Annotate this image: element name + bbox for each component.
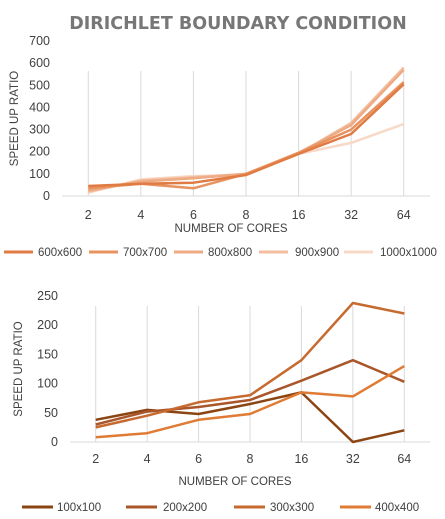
y-tick-label: 200 — [29, 145, 50, 159]
legend-label: 100x100 — [57, 502, 101, 514]
y-tick-label: 250 — [37, 289, 58, 303]
y-tick-label: 700 — [29, 34, 50, 48]
y-tick-label: 300 — [29, 123, 50, 137]
legend: 600x600 700x700 800x800 900x900 1000x1000 — [4, 247, 437, 259]
chart-1: DIRICHLET BOUNDARY CONDITION 0 100 200 300 40… — [4, 14, 437, 259]
chart-title: DIRICHLET BOUNDARY CONDITION — [69, 14, 406, 34]
x-tick-label: 4 — [137, 208, 144, 222]
legend: 100x100 200x200 300x300 400x400 — [22, 502, 419, 514]
series-line-400x400 — [95, 365, 405, 439]
legend-label: 800x800 — [208, 247, 252, 259]
series-line-100x100 — [95, 391, 405, 444]
x-axis-title: NUMBER OF CORES — [178, 476, 291, 488]
x-tick-label: 8 — [243, 208, 250, 222]
x-tick-label: 32 — [346, 452, 360, 466]
x-tick-label: 16 — [294, 452, 308, 466]
y-tick-label: 100 — [37, 377, 58, 391]
x-tick-label: 6 — [195, 452, 202, 466]
x-tick-label: 64 — [397, 452, 411, 466]
series-line-300x300 — [95, 301, 405, 429]
legend-label: 900x900 — [295, 247, 339, 259]
x-tick-label: 32 — [344, 208, 358, 222]
legend-label: 400x400 — [375, 502, 419, 514]
y-tick-label: 50 — [44, 406, 58, 420]
series-line-600x600 — [88, 83, 405, 188]
series-line-200x200 — [95, 358, 405, 426]
x-tick-label: 2 — [92, 452, 99, 466]
x-tick-label: 2 — [85, 208, 92, 222]
legend-label: 1000x1000 — [380, 247, 437, 259]
legend-label: 600x600 — [38, 247, 82, 259]
y-tick-label: 150 — [37, 347, 58, 361]
x-tick-label: 16 — [292, 208, 306, 222]
y-tick-label: 0 — [43, 189, 50, 203]
chart-2: 0 50 100 150 200 250 2 4 6 8 16 32 64 NUMBER OF CORES… — [13, 289, 430, 514]
y-tick-label: 100 — [29, 167, 50, 181]
y-axis-title: SPEED UP RATIO — [13, 321, 25, 416]
y-tick-label: 600 — [29, 56, 50, 70]
x-axis-title: NUMBER OF CORES — [174, 223, 287, 235]
y-tick-label: 500 — [29, 78, 50, 92]
x-tick-label: 8 — [247, 452, 254, 466]
y-axis-title: SPEED UP RATIO — [9, 71, 21, 166]
legend-label: 700x700 — [123, 247, 167, 259]
y-tick-label: 0 — [51, 435, 58, 449]
x-tick-label: 6 — [190, 208, 197, 222]
x-tick-label: 4 — [144, 452, 151, 466]
legend-label: 300x300 — [270, 502, 314, 514]
y-tick-label: 200 — [37, 318, 58, 332]
x-tick-label: 64 — [397, 208, 411, 222]
y-tick-label: 400 — [29, 100, 50, 114]
legend-label: 200x200 — [163, 502, 207, 514]
